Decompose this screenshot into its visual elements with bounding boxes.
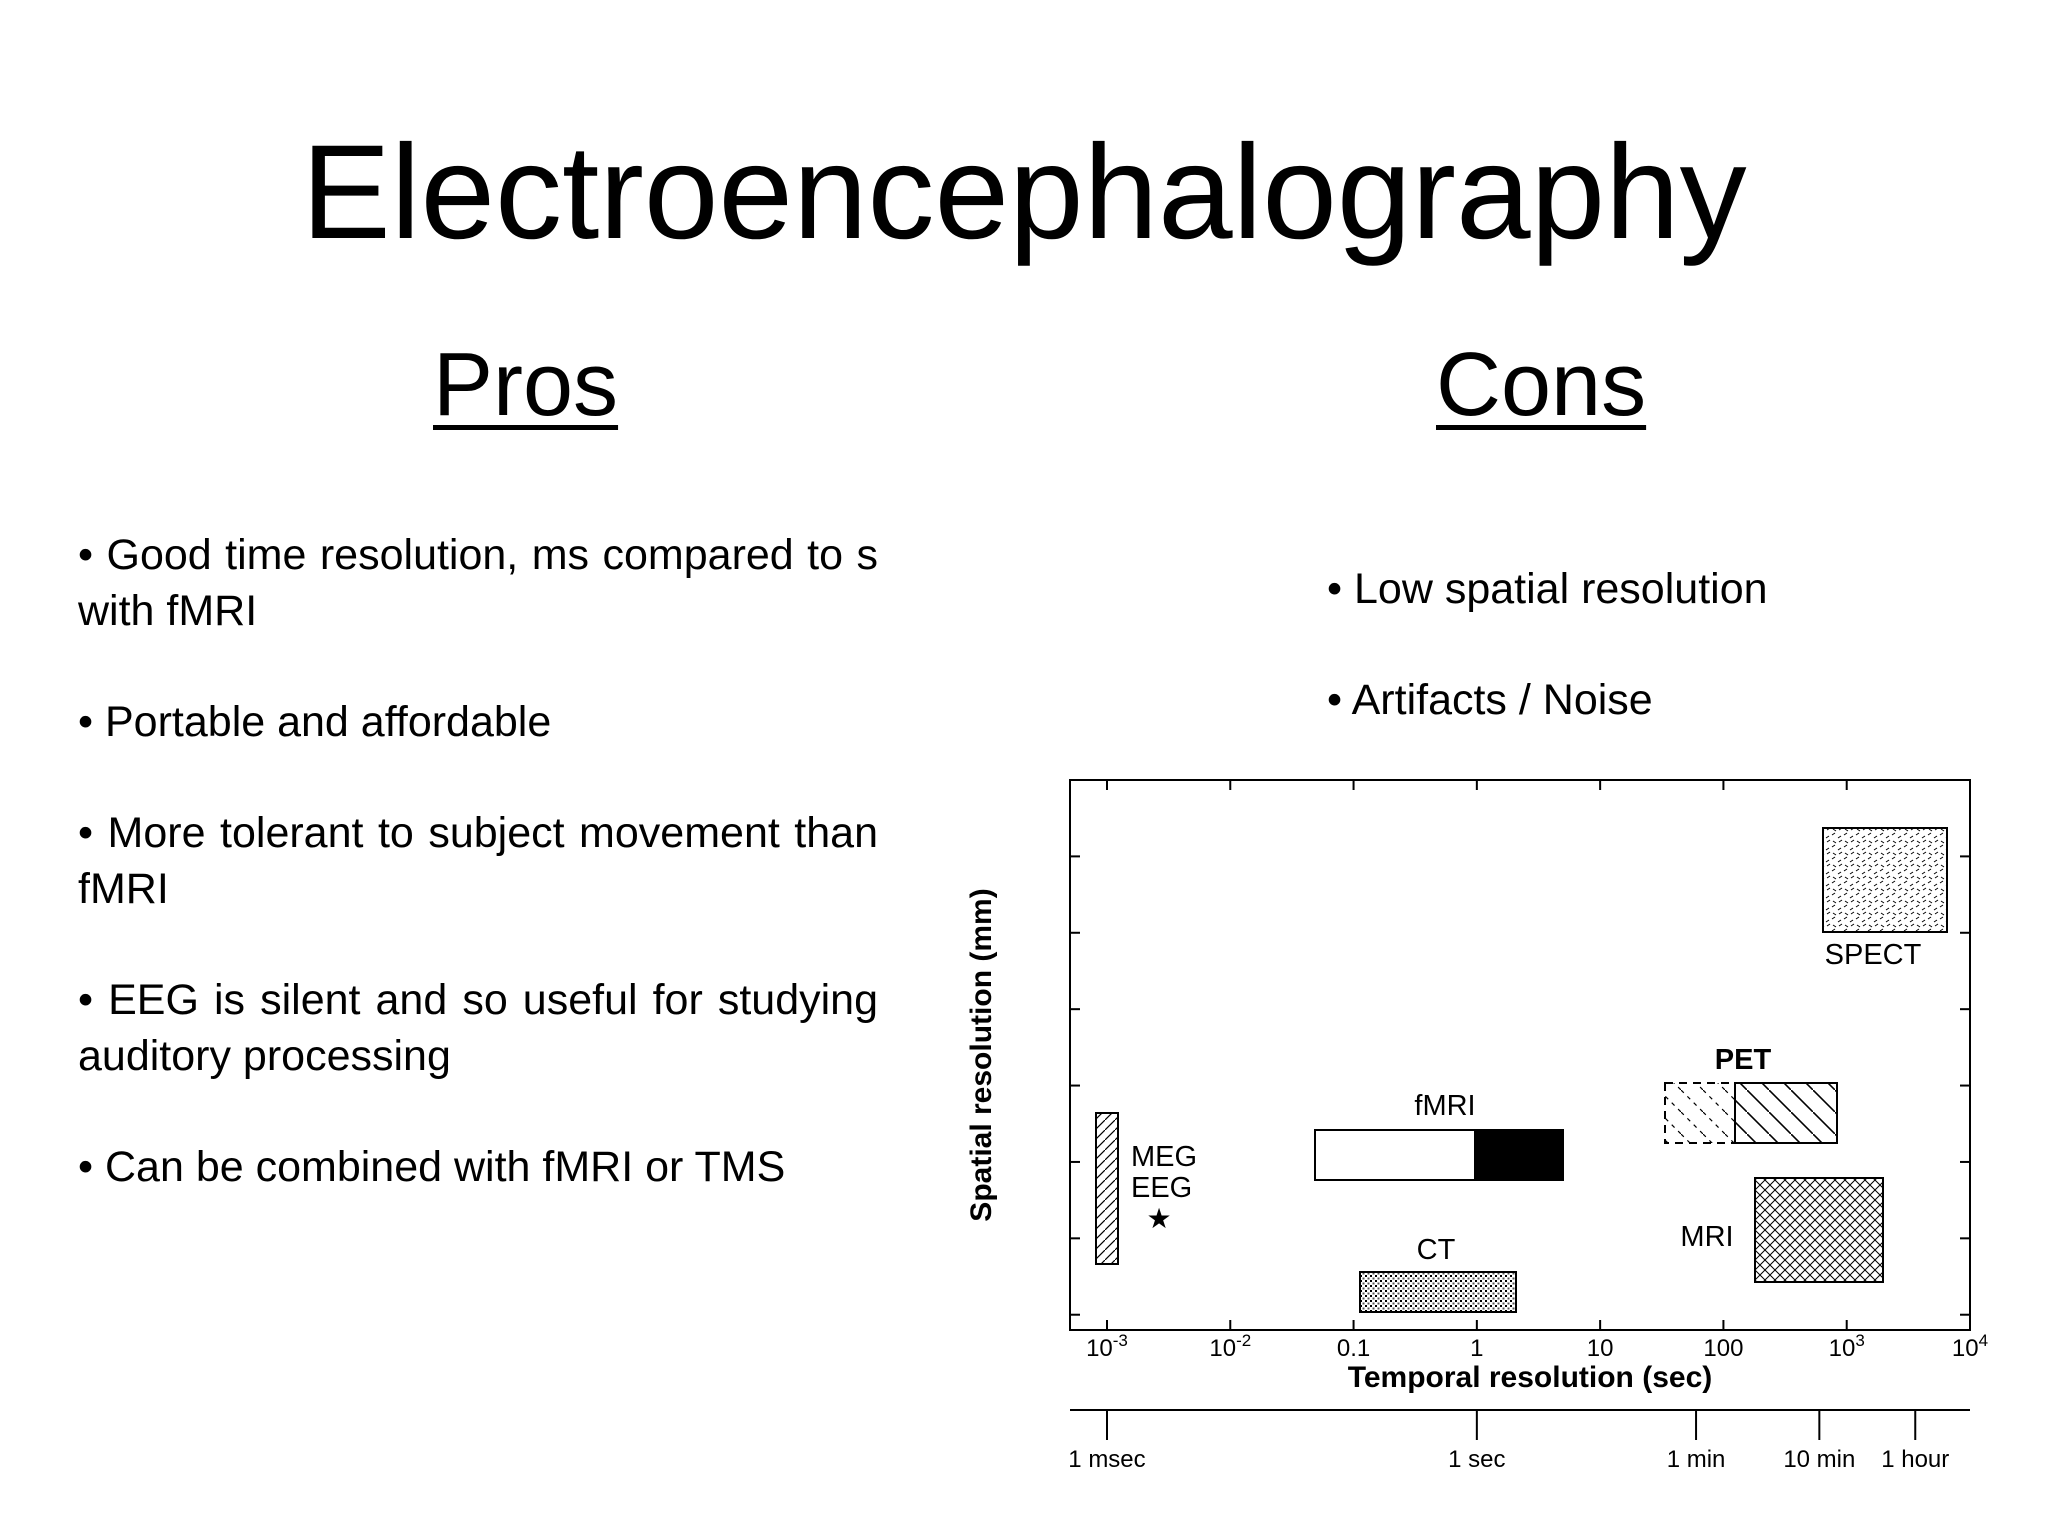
cons-heading: Cons bbox=[1436, 335, 1647, 435]
meg-label: MEG bbox=[1131, 1141, 1197, 1173]
meg-eeg-bar bbox=[1095, 1112, 1119, 1265]
spect-bar bbox=[1822, 827, 1948, 933]
pros-item: • EEG is silent and so useful for studyi… bbox=[78, 976, 878, 1080]
pros-heading: Pros bbox=[433, 335, 619, 435]
x-tick-label: 100 bbox=[1703, 1335, 1743, 1362]
eeg-label: EEG bbox=[1131, 1172, 1192, 1204]
ct-bar bbox=[1359, 1271, 1517, 1313]
y-axis-label: Spatial resolution (mm) bbox=[965, 888, 998, 1221]
mri-label: MRI bbox=[1680, 1221, 1733, 1253]
time-scale-label: 1 msec bbox=[1068, 1446, 1145, 1473]
cons-item: • Low spatial resolution bbox=[1327, 565, 1768, 613]
fmri-bar-filled bbox=[1474, 1129, 1564, 1181]
pet-bar bbox=[1734, 1082, 1838, 1144]
x-tick-label: 103 bbox=[1829, 1331, 1865, 1362]
time-scale-label: 1 min bbox=[1667, 1446, 1726, 1473]
x-tick-label: 10-2 bbox=[1209, 1331, 1251, 1362]
x-tick-label: 0.1 bbox=[1337, 1335, 1370, 1362]
pros-item: • More tolerant to subject movement than… bbox=[78, 809, 878, 913]
fmri-bar-open bbox=[1314, 1129, 1476, 1181]
x-tick-label: 10 bbox=[1587, 1335, 1614, 1362]
axis-ticks bbox=[1070, 780, 1971, 1330]
pet-label: PET bbox=[1715, 1044, 1772, 1076]
pros-item: • Good time resolution, ms compared to s… bbox=[78, 531, 878, 635]
pet-bar-light bbox=[1664, 1082, 1736, 1144]
pros-item: • Portable and affordable bbox=[78, 698, 552, 746]
pros-item: • Can be combined with fMRI or TMS bbox=[78, 1143, 786, 1191]
slide-title: Electroencephalography bbox=[301, 118, 1747, 267]
cons-item: • Artifacts / Noise bbox=[1327, 676, 1653, 724]
time-scale: 1 msec 1 sec 1 min 10 min 1 hour bbox=[1068, 1410, 1949, 1473]
mri-bar bbox=[1754, 1177, 1884, 1283]
resolution-figure: Spatial resolution (mm) 10-3 10-2 0.1 1 10 10… bbox=[955, 760, 2010, 1480]
x-axis-label: Temporal resolution (sec) bbox=[1348, 1361, 1713, 1394]
time-scale-label: 10 min bbox=[1783, 1446, 1855, 1473]
time-scale-label: 1 hour bbox=[1881, 1446, 1949, 1473]
x-tick-labels: 10-3 10-2 0.1 1 10 100 103 104 bbox=[1086, 1331, 1988, 1362]
plot-frame bbox=[1069, 779, 1971, 1331]
fmri-label: fMRI bbox=[1414, 1090, 1475, 1122]
x-tick-label: 104 bbox=[1952, 1331, 1988, 1362]
ct-label: CT bbox=[1417, 1234, 1456, 1266]
x-tick-label: 1 bbox=[1470, 1335, 1483, 1362]
spect-label: SPECT bbox=[1825, 939, 1922, 971]
star-icon: ★ bbox=[1146, 1203, 1171, 1234]
x-tick-label: 10-3 bbox=[1086, 1331, 1128, 1362]
time-scale-label: 1 sec bbox=[1448, 1446, 1505, 1473]
resolution-chart: Spatial resolution (mm) 10-3 10-2 0.1 1 10 10… bbox=[965, 779, 1988, 1473]
